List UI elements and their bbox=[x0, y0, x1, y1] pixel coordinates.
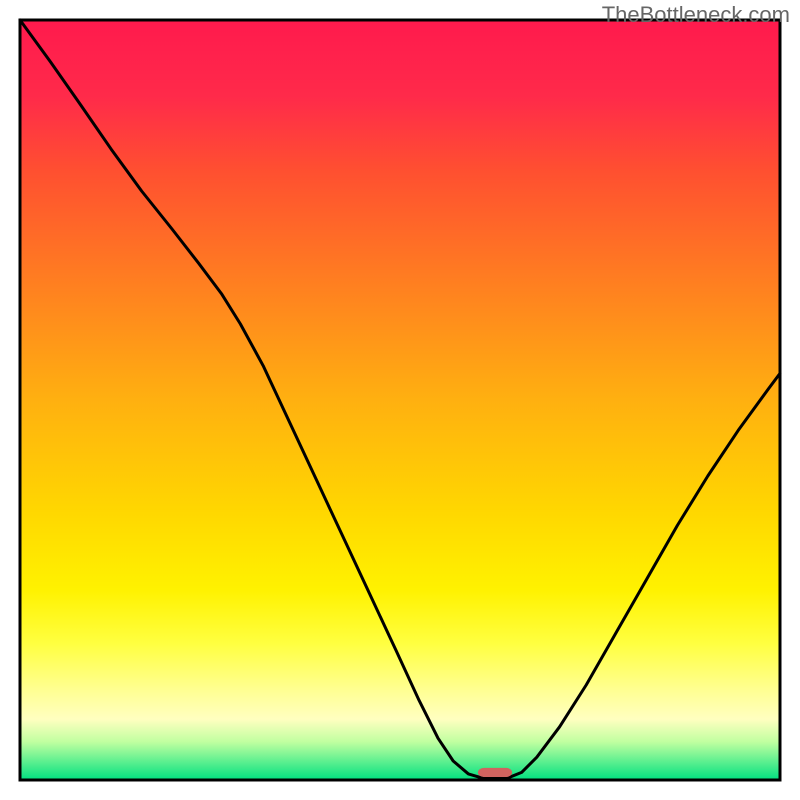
bottleneck-chart: TheBottleneck.com bbox=[0, 0, 800, 800]
watermark-text: TheBottleneck.com bbox=[602, 2, 790, 28]
chart-svg bbox=[0, 0, 800, 800]
